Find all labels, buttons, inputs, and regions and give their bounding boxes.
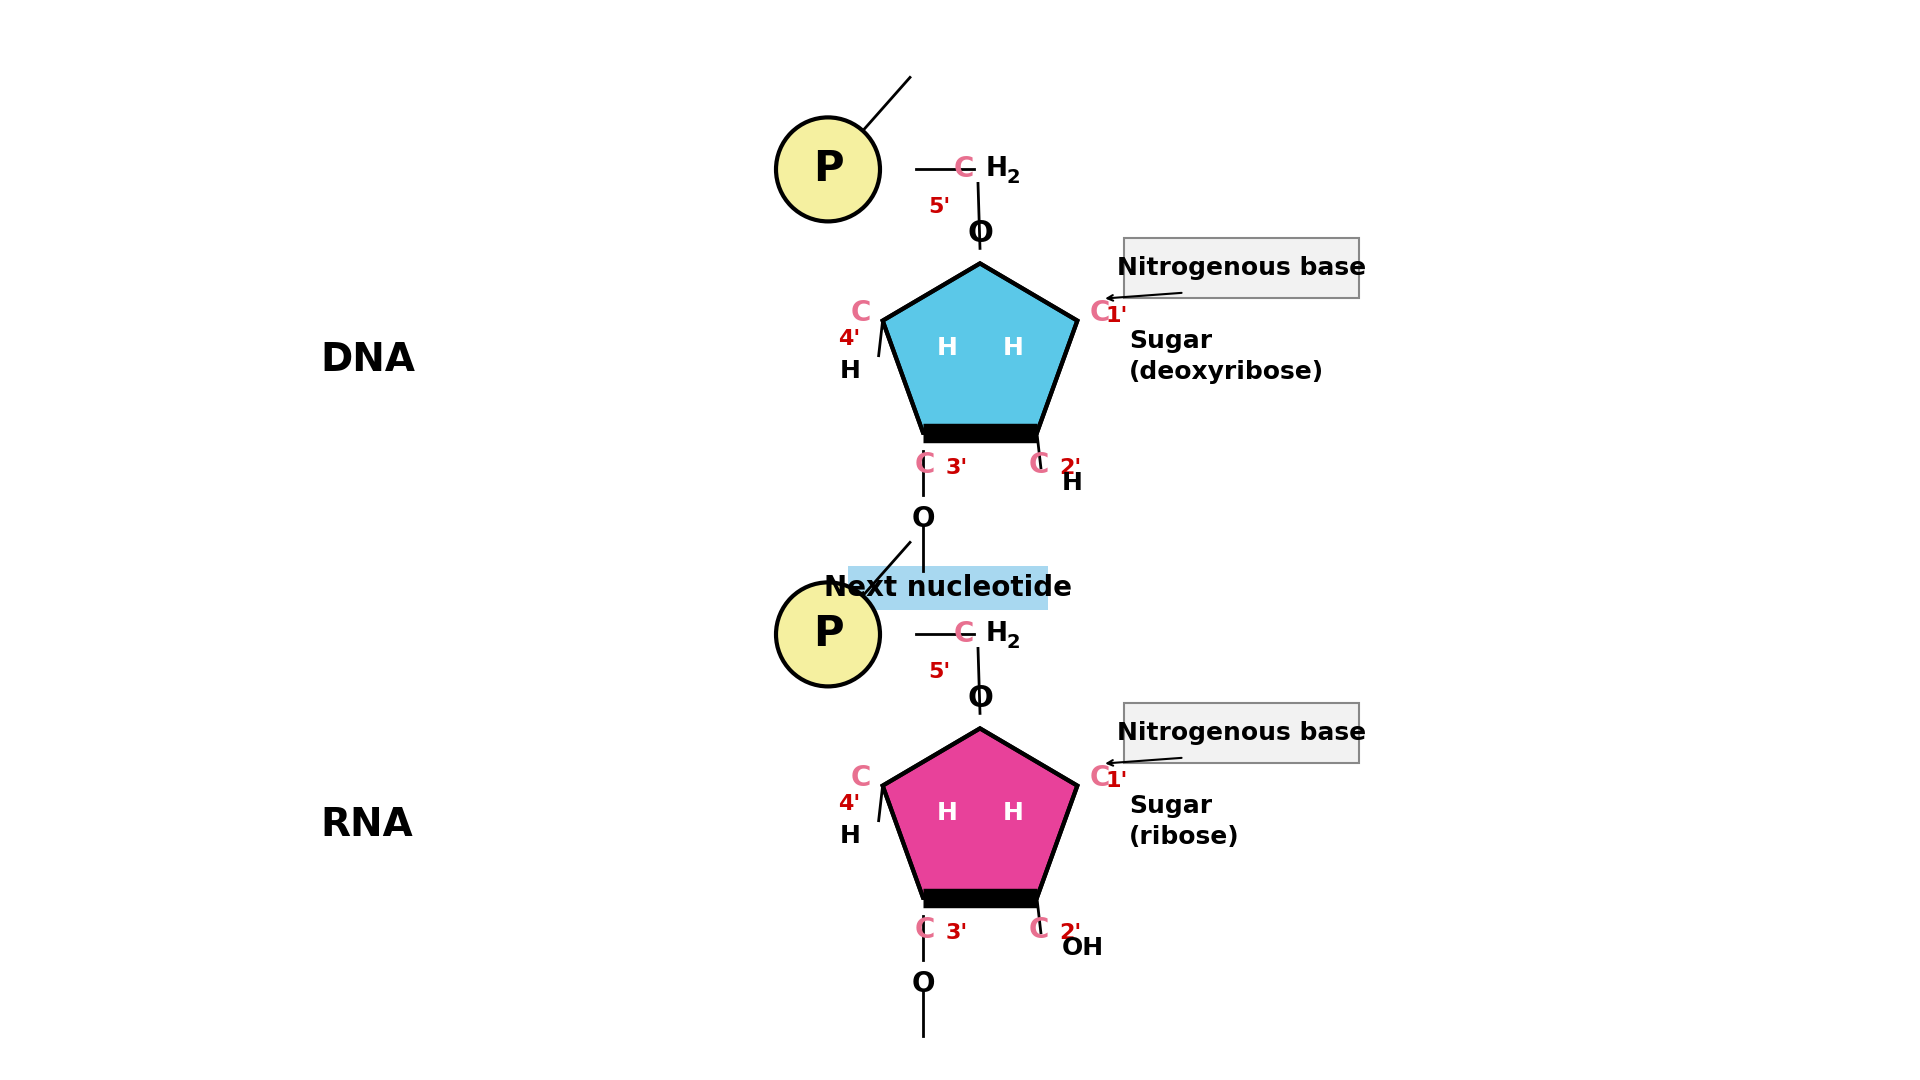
Text: OH: OH [1062,935,1104,960]
Text: H: H [987,157,1008,183]
Text: C: C [1089,299,1110,326]
Text: O: O [912,504,935,532]
Circle shape [776,582,879,687]
Text: Next nucleotide: Next nucleotide [824,573,1071,602]
Polygon shape [883,264,1077,433]
Text: H: H [1002,801,1023,825]
Text: H: H [987,621,1008,647]
FancyBboxPatch shape [1125,238,1359,298]
Text: 2: 2 [1006,633,1020,652]
Text: H: H [839,824,860,848]
Text: C: C [1029,450,1048,478]
Text: Sugar
(deoxyribose): Sugar (deoxyribose) [1129,328,1325,384]
Text: 1': 1' [1106,306,1127,326]
Text: 5': 5' [927,198,950,217]
Polygon shape [883,728,1077,897]
Text: 4': 4' [839,794,860,813]
Text: C: C [1089,764,1110,792]
Text: 3': 3' [945,922,968,943]
Text: C: C [954,156,973,184]
Text: C: C [916,916,935,944]
Text: 2': 2' [1060,458,1081,477]
Text: 5': 5' [927,662,950,683]
Text: P: P [812,613,843,656]
Text: H: H [937,801,958,825]
Text: H: H [937,336,958,360]
Text: C: C [851,299,870,326]
Text: O: O [968,685,993,714]
Text: C: C [851,764,870,792]
Text: 3': 3' [945,458,968,477]
FancyBboxPatch shape [849,566,1048,610]
Text: C: C [916,450,935,478]
Text: O: O [968,219,993,248]
Text: C: C [1029,916,1048,944]
Text: O: O [912,970,935,998]
Text: H: H [1062,471,1083,495]
Text: RNA: RNA [321,806,413,843]
FancyBboxPatch shape [1125,703,1359,762]
Text: Sugar
(ribose): Sugar (ribose) [1129,794,1240,849]
Text: H: H [839,359,860,382]
Text: 4': 4' [839,328,860,349]
Text: Nitrogenous base: Nitrogenous base [1117,256,1365,280]
Text: 2: 2 [1006,167,1020,187]
Text: Nitrogenous base: Nitrogenous base [1117,720,1365,745]
Text: 1': 1' [1106,771,1127,791]
Text: DNA: DNA [321,341,415,379]
Text: 2': 2' [1060,922,1081,943]
Text: P: P [812,148,843,190]
Circle shape [776,118,879,221]
Text: H: H [1002,336,1023,360]
Text: C: C [954,620,973,648]
